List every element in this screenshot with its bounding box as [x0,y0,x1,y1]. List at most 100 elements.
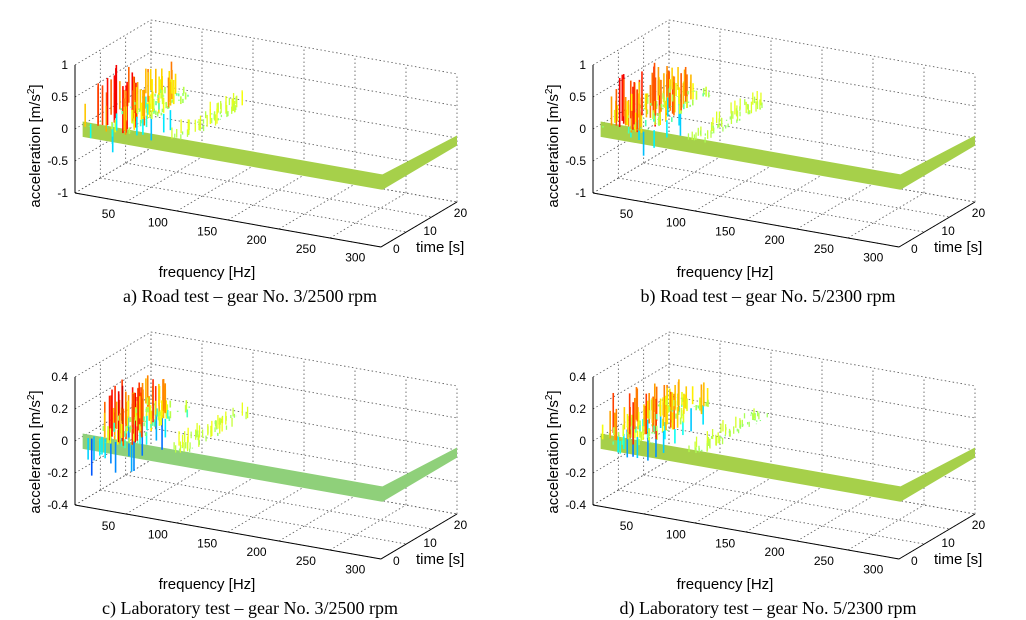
x-tick-label: 50 [102,207,116,221]
z-axis-label-sup: 2 [544,394,555,400]
y-axis-label: time [s] [416,239,464,256]
surface [600,62,975,190]
x-tick-label: 100 [148,216,168,230]
y-axis-label: time [s] [416,551,464,568]
grid-line [74,331,152,378]
z-tick-label: -1 [57,186,68,200]
z-axis-label-sup: 2 [544,88,555,94]
z-tick-label: 0.5 [569,90,586,104]
grid-line [74,19,152,66]
grid-line [176,477,254,524]
z-tick-label: -0.5 [47,154,68,168]
x-tick-label: 100 [148,528,168,542]
surface-baseline [600,121,975,190]
x-tick-label: 250 [814,554,834,568]
grid-line [74,83,152,130]
x-tick-label: 300 [863,563,883,577]
y-tick-label: 10 [941,536,955,550]
grid-line [74,51,152,98]
grid-line [329,192,407,239]
z-tick-label: 0.2 [51,402,68,416]
surface [82,375,457,502]
z-axis-label-text: acceleration [m/s [27,400,44,513]
z-axis-label-text: acceleration [m/s [545,400,562,513]
panel-caption: d) Laboratory test – gear No. 5/2300 rpm [620,598,917,619]
x-tick-label: 100 [666,216,686,230]
grid-line [592,51,670,98]
x-tick-label: 100 [666,528,686,542]
z-ticks: 0.4 0.2 0 -0.2 -0.4 [47,370,68,512]
x-tick-label: 300 [345,563,365,577]
x-tick-label: 250 [814,242,834,256]
x-tick-label: 50 [620,207,634,221]
grid-line [227,486,305,533]
x-tick-label: 200 [247,233,267,247]
z-tick-label: 0.5 [51,90,68,104]
z-axis-label-end: ] [545,390,562,394]
y-ticks: 0 10 20 [911,518,985,568]
x-axis-line [74,192,382,248]
z-ticks: 1 0.5 0 -0.5 -1 [47,58,68,200]
y-axis-line [380,201,458,248]
x-tick-label: 250 [296,242,316,256]
z-tick-label: 1 [579,58,586,72]
x-ticks: 50 100 150 200 250 300 [620,519,884,577]
z-tick-label: -0.5 [565,154,586,168]
y-axis-line [380,513,458,560]
x-tick-label: 300 [345,251,365,265]
chart-panel-1: 1 0.5 0 -0.5 -1 50 100 150 200 250 300 0 10 20 frequen… [26,19,467,307]
y-ticks: 0 10 20 [911,206,985,256]
z-tick-label: 0 [61,434,68,448]
x-axis-label: frequency [Hz] [159,264,256,281]
x-axis-line [592,504,900,560]
y-tick-label: 20 [972,518,986,532]
y-tick-label: 20 [454,206,468,220]
z-tick-label: 0 [579,434,586,448]
grid-line [329,504,407,551]
x-tick-label: 150 [197,536,217,550]
z-tick-label: -0.2 [565,466,586,480]
z-tick-label: -0.2 [47,466,68,480]
x-axis-label: frequency [Hz] [677,576,774,593]
z-axis-label: acceleration [m/s2] [26,84,44,207]
z-tick-label: -0.4 [47,498,68,512]
surface [600,379,975,502]
surface-baseline [82,433,457,502]
x-axis-line [592,192,900,248]
axes [592,377,976,560]
grid-line [592,459,670,506]
x-ticks: 50 100 150 200 250 300 [102,207,366,265]
x-axis-label: frequency [Hz] [159,576,256,593]
surface [82,61,457,190]
z-axis-label: acceleration [m/s2] [544,84,562,207]
z-tick-label: 0.4 [569,370,586,384]
z-ticks: 0.4 0.2 0 -0.2 -0.4 [565,370,586,512]
y-tick-label: 0 [911,242,918,256]
y-ticks: 0 10 20 [393,206,467,256]
grid-line [592,331,670,378]
grid-line [125,468,203,515]
y-axis-line [898,201,976,248]
surface-baseline [82,121,457,190]
grid-line [694,165,772,212]
chart-panel-2: 1 0.5 0 -0.5 -1 50 100 150 200 250 300 0 10 20 frequen… [544,19,985,307]
y-tick-label: 20 [454,518,468,532]
x-ticks: 50 100 150 200 250 300 [620,207,884,265]
x-tick-label: 200 [765,545,785,559]
y-tick-label: 20 [972,206,986,220]
z-axis-label-sup: 2 [26,88,37,94]
grid-line [847,504,925,551]
z-axis-label: acceleration [m/s2] [26,390,44,513]
grid-line [745,174,823,221]
grid-line [796,183,874,230]
y-axis-label: time [s] [934,551,982,568]
x-tick-label: 200 [765,233,785,247]
grid-line [74,459,152,506]
grid-line [694,477,772,524]
y-tick-label: 10 [423,224,437,238]
surface-baseline [600,433,975,502]
grid-line [592,19,670,66]
axes [74,377,458,560]
y-tick-label: 10 [423,536,437,550]
